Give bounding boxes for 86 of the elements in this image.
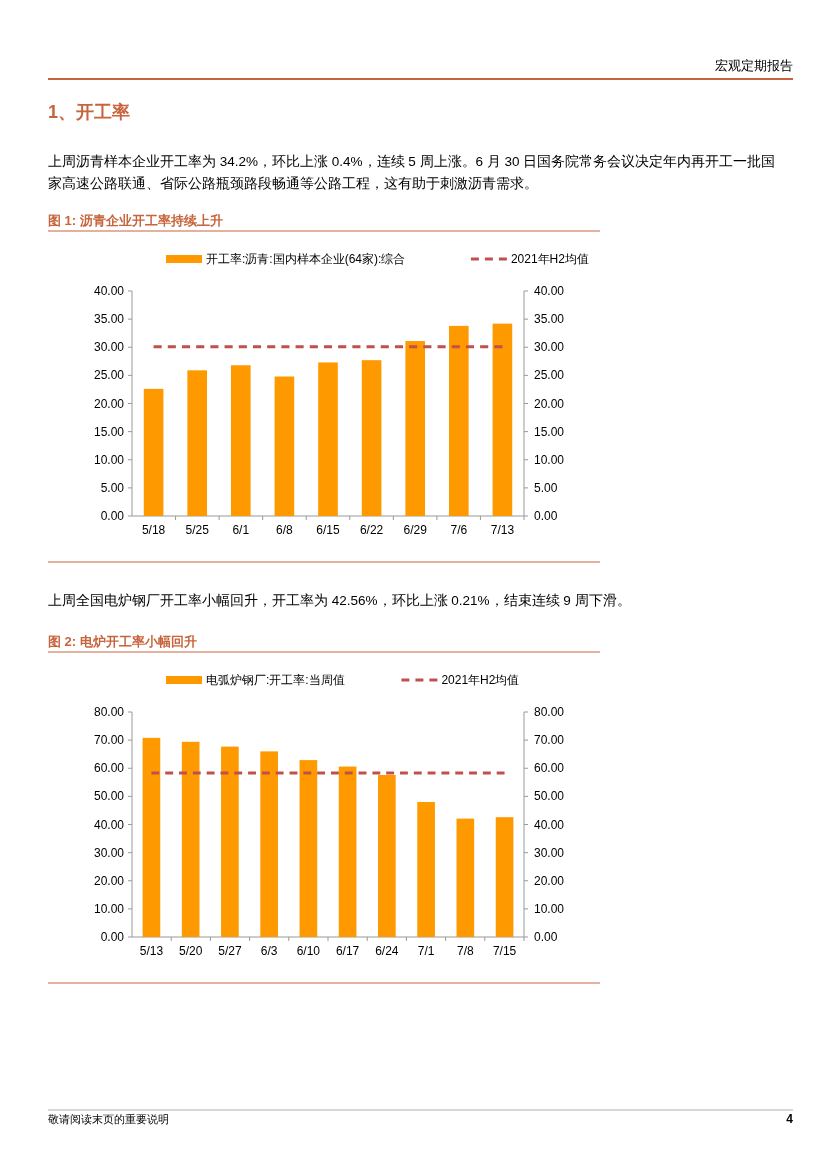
- x-tick-label: 5/25: [185, 523, 210, 537]
- text: 1、开工率: [48, 102, 131, 122]
- y2-tick-label: 0.00: [534, 930, 558, 944]
- y2-tick-label: 0.00: [534, 509, 558, 523]
- y2-tick-label: 5.00: [534, 480, 558, 495]
- x-tick-label: 7/13: [490, 523, 515, 537]
- chart-title: 图 2: 电炉开工率小幅回升: [48, 634, 197, 649]
- legend-label: 开工率:沥青:国内样本企业(64家):综合: [206, 252, 406, 266]
- text: 4: [786, 1112, 794, 1126]
- y-tick-label: 80.00: [93, 705, 125, 719]
- x-tick-label: 6/3: [260, 944, 278, 958]
- y-tick-label: 60.00: [93, 761, 125, 776]
- x-tick-label: 5/20: [178, 944, 203, 958]
- bar: [221, 746, 239, 937]
- y2-tick-label: 60.00: [534, 761, 565, 776]
- x-tick-label: 7/8: [456, 944, 474, 958]
- y2-tick-label: 70.00: [534, 733, 565, 748]
- y-tick-label: 50.00: [93, 789, 125, 804]
- x-tick-label: 6/24: [375, 944, 399, 958]
- y2-tick-label: 50.00: [534, 789, 565, 804]
- x-tick-label: 7/6: [450, 523, 468, 537]
- y-tick-label: 20.00: [93, 873, 125, 888]
- y2-tick-label: 10.00: [534, 901, 565, 916]
- bar: [361, 360, 382, 516]
- bar: [260, 751, 278, 937]
- y2-tick-label: 35.00: [534, 312, 565, 327]
- y2-tick-label: 40.00: [534, 284, 565, 298]
- y-tick-label: 0.00: [100, 930, 125, 944]
- x-tick-label: 6/29: [403, 523, 428, 537]
- bar: [143, 388, 164, 516]
- text: 宏观定期报告: [715, 58, 793, 73]
- bar: [187, 370, 207, 516]
- y2-tick-label: 80.00: [534, 705, 565, 719]
- x-tick-label: 5/18: [141, 523, 166, 537]
- y-tick-label: 10.00: [93, 901, 125, 916]
- y-tick-label: 30.00: [93, 845, 125, 860]
- bar: [405, 341, 426, 516]
- y-tick-label: 0.00: [100, 509, 125, 523]
- y2-tick-label: 25.00: [534, 368, 565, 383]
- x-tick-label: 7/15: [492, 944, 517, 958]
- x-tick-label: 6/22: [359, 523, 384, 537]
- y-tick-label: 70.00: [93, 733, 125, 748]
- bar: [181, 741, 200, 937]
- y2-tick-label: 30.00: [534, 340, 565, 355]
- bar: [449, 325, 469, 516]
- legend-label: 2021年H2均值: [510, 252, 589, 266]
- x-tick-label: 7/1: [417, 944, 435, 958]
- y2-tick-label: 20.00: [534, 873, 565, 888]
- y2-tick-label: 40.00: [534, 817, 565, 832]
- bar: [274, 376, 295, 516]
- y2-tick-label: 30.00: [534, 845, 565, 860]
- bar: [230, 365, 251, 516]
- x-tick-label: 5/27: [218, 944, 242, 958]
- bar: [378, 775, 396, 937]
- bar: [456, 818, 475, 937]
- x-tick-label: 6/1: [232, 523, 250, 537]
- x-tick-label: 6/8: [276, 523, 294, 537]
- y-tick-label: 35.00: [93, 312, 125, 327]
- text: 上周沥青样本企业开工率为 34.2%，环比上涨 0.4%，连续 5 周上涨。6 月 30 日国务院常务会议决定年内再开工一批国家高速公路联通、省际公路瓶颈路段畅通等公路工程，这有助于刺激沥青需求。: [48, 154, 776, 191]
- bar: [492, 323, 513, 516]
- y-tick-label: 10.00: [93, 452, 125, 467]
- legend-label: 电弧炉钢厂:开工率:当周值: [206, 673, 345, 687]
- x-tick-label: 5/13: [139, 944, 164, 958]
- x-tick-label: 6/10: [296, 944, 321, 958]
- y2-tick-label: 15.00: [534, 424, 565, 439]
- chart-title: 图 1: 沥青企业开工率持续上升: [48, 213, 223, 228]
- y-tick-label: 40.00: [93, 817, 125, 832]
- y-tick-label: 15.00: [93, 424, 125, 439]
- y-tick-label: 20.00: [93, 396, 125, 411]
- y-tick-label: 5.00: [100, 480, 125, 495]
- legend-label: 2021年H2均值: [441, 673, 520, 687]
- bar: [299, 760, 318, 937]
- y-tick-label: 40.00: [93, 284, 125, 298]
- y2-tick-label: 20.00: [534, 396, 565, 411]
- bar: [417, 802, 435, 937]
- bar: [338, 766, 357, 937]
- bar: [142, 737, 161, 937]
- text: 上周全国电炉钢厂开工率小幅回升，开工率为 42.56%，环比上涨 0.21%，结束连续 9 周下滑。: [48, 593, 631, 608]
- text: 敬请阅读末页的重要说明: [48, 1113, 169, 1125]
- y-tick-label: 30.00: [93, 340, 125, 355]
- x-tick-label: 6/17: [335, 944, 360, 958]
- y-tick-label: 25.00: [93, 368, 125, 383]
- x-tick-label: 6/15: [316, 523, 340, 537]
- bar: [318, 362, 338, 516]
- bar: [495, 817, 514, 937]
- y2-tick-label: 10.00: [534, 452, 565, 467]
